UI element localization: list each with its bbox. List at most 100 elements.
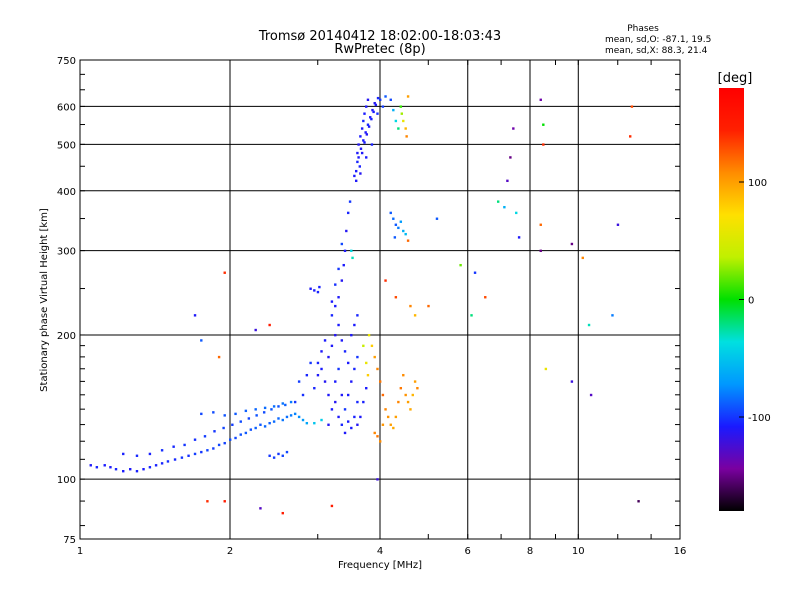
data-point xyxy=(397,400,400,404)
data-point xyxy=(305,421,309,425)
data-point xyxy=(172,445,175,448)
data-points xyxy=(89,95,640,515)
data-point xyxy=(413,380,417,383)
data-point xyxy=(270,408,273,411)
data-point xyxy=(327,393,330,397)
data-point xyxy=(409,304,412,308)
data-point xyxy=(392,426,395,430)
data-point xyxy=(379,98,382,101)
data-point xyxy=(356,160,359,164)
data-point xyxy=(285,415,289,419)
data-point xyxy=(353,367,356,371)
data-point xyxy=(301,393,305,397)
data-point xyxy=(334,283,337,286)
x-tick-label: 6 xyxy=(465,546,471,557)
data-point xyxy=(356,400,359,404)
data-point xyxy=(334,380,337,383)
chart-title: Tromsø 20140412 18:02:00-18:03:43 xyxy=(258,29,501,44)
data-point xyxy=(244,431,248,435)
data-point xyxy=(327,423,330,426)
data-point xyxy=(359,415,362,419)
data-point xyxy=(263,425,267,428)
colorbar-unit-label: [deg] xyxy=(718,71,753,86)
colorbar-ticks: 100 0 -100 xyxy=(739,178,771,424)
data-point xyxy=(103,464,106,467)
data-point xyxy=(89,464,92,467)
phases-x-line: mean, sd,X: 88.3, 21.4 xyxy=(605,46,708,56)
data-point xyxy=(281,402,284,405)
data-point xyxy=(249,428,253,431)
data-point xyxy=(362,139,365,142)
data-point xyxy=(160,462,164,465)
data-point xyxy=(313,289,316,292)
data-point xyxy=(381,423,385,426)
data-point xyxy=(379,440,382,443)
y-axis-ticks: 75 100 200 300 400 500 600 750 xyxy=(57,56,680,546)
x-tick-label: 16 xyxy=(674,546,687,557)
y-tick-label: 300 xyxy=(57,247,76,258)
data-point xyxy=(435,217,439,220)
data-point xyxy=(376,478,379,481)
data-point xyxy=(357,143,360,146)
data-point xyxy=(399,386,403,390)
data-point xyxy=(376,96,380,100)
data-point xyxy=(589,393,593,397)
data-point xyxy=(142,468,145,471)
data-point xyxy=(200,450,203,454)
data-point xyxy=(234,436,237,440)
data-point xyxy=(346,420,350,423)
data-point xyxy=(173,458,177,461)
data-point xyxy=(285,450,289,454)
data-point xyxy=(394,296,398,299)
data-point xyxy=(381,105,385,108)
data-point xyxy=(503,205,506,209)
data-point xyxy=(200,339,203,342)
data-point xyxy=(356,355,359,359)
data-point xyxy=(337,415,340,419)
data-point xyxy=(254,408,257,411)
data-point xyxy=(259,423,262,426)
data-point xyxy=(222,426,225,430)
data-point xyxy=(343,350,347,353)
data-point xyxy=(362,400,365,404)
data-point xyxy=(239,433,242,436)
data-point xyxy=(342,263,345,267)
data-point xyxy=(272,456,276,459)
data-point xyxy=(366,123,370,126)
data-point xyxy=(354,179,358,183)
data-point xyxy=(539,98,542,101)
data-point xyxy=(297,380,301,383)
data-point xyxy=(392,217,395,220)
data-point xyxy=(372,110,375,114)
data-point xyxy=(350,249,353,253)
data-point xyxy=(187,454,190,457)
data-point xyxy=(239,420,242,423)
data-point xyxy=(366,373,370,377)
data-point xyxy=(365,105,368,108)
data-point xyxy=(148,452,152,456)
x-axis-ticks: 1 2 4 6 8 10 16 xyxy=(77,60,687,557)
x-tick-label: 1 xyxy=(77,546,83,557)
data-point xyxy=(484,296,487,299)
data-point xyxy=(313,386,316,390)
data-point xyxy=(183,443,186,447)
data-point xyxy=(268,323,271,327)
data-point xyxy=(337,323,340,327)
data-point xyxy=(376,435,379,438)
data-point xyxy=(402,229,405,233)
data-point xyxy=(330,300,334,303)
data-point xyxy=(154,464,158,467)
data-point xyxy=(544,367,548,371)
data-point xyxy=(392,108,395,112)
data-point xyxy=(234,412,237,416)
data-point xyxy=(400,112,404,115)
data-point xyxy=(334,400,337,404)
data-point xyxy=(359,135,362,138)
data-point xyxy=(320,350,323,353)
data-point xyxy=(416,386,419,390)
data-point xyxy=(330,408,334,411)
data-point xyxy=(263,406,267,410)
data-point xyxy=(330,504,334,508)
data-point xyxy=(384,279,387,282)
